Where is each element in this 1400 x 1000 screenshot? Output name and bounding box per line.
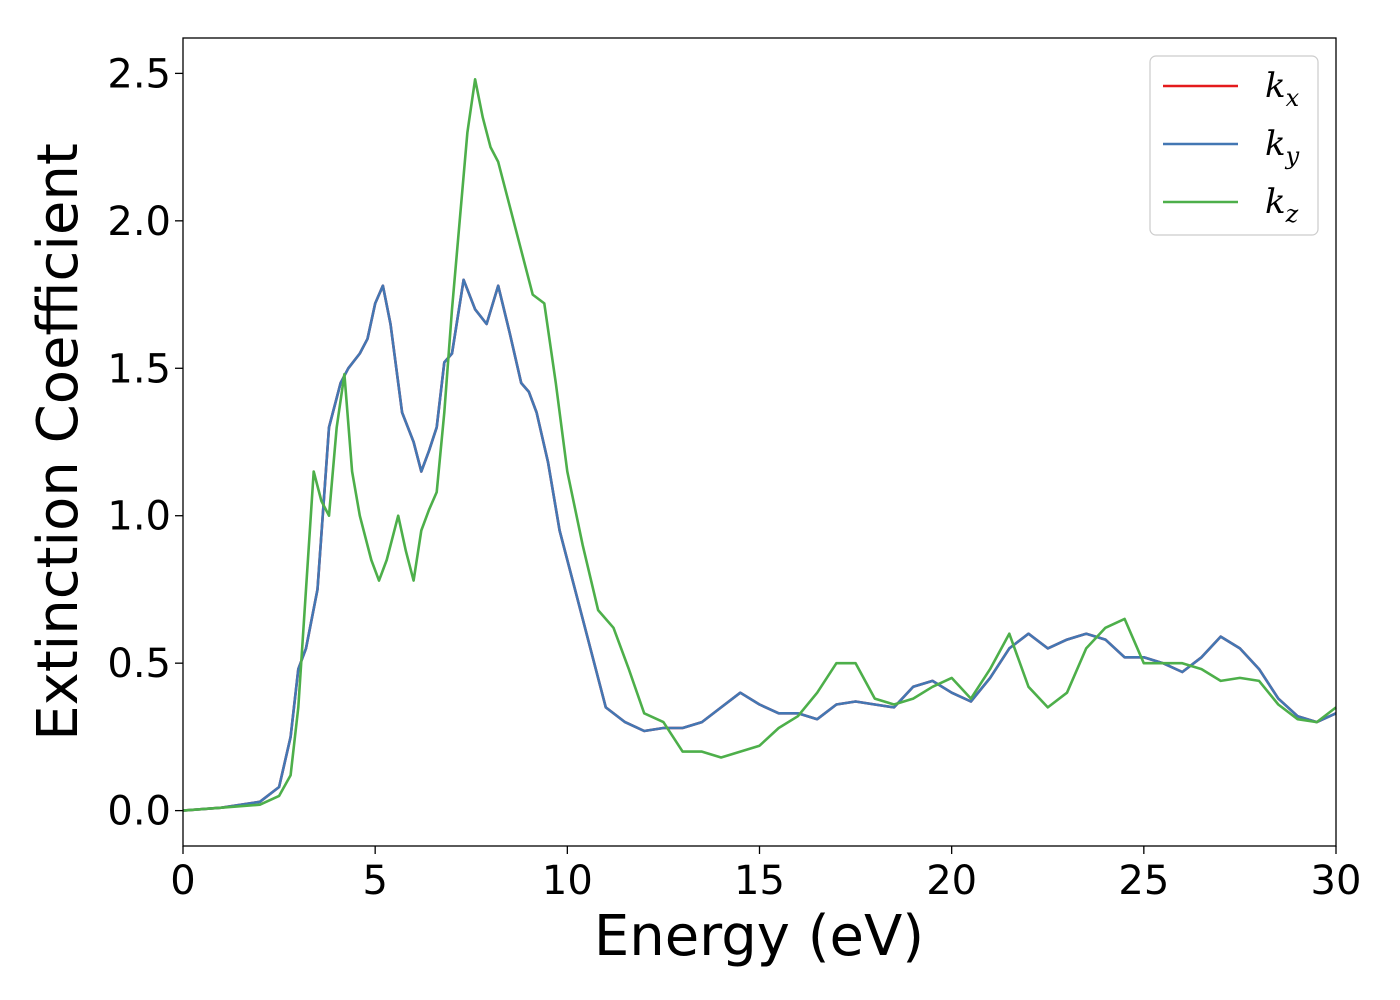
legend-label-x: kx	[1265, 66, 1300, 112]
y-tick-label: 0.5	[107, 641, 171, 687]
legend: kx ky kz	[1149, 55, 1319, 236]
series-line-z	[182, 78, 1337, 812]
x-axis-title: Energy (eV)	[594, 904, 924, 969]
x-axis-ticks: 0 5 10 15 20 25 30	[170, 846, 1361, 904]
x-tick-label: 30	[1311, 858, 1362, 904]
y-tick-label: 2.5	[107, 51, 171, 97]
y-axis-title: Extinction Coefficient	[26, 143, 91, 741]
legend-label-z: kz	[1265, 182, 1299, 228]
series-line-y	[182, 278, 1337, 812]
x-tick-label: 10	[542, 858, 593, 904]
x-tick-label: 20	[926, 858, 977, 904]
legend-frame	[1149, 55, 1319, 236]
y-tick-label: 2.0	[107, 199, 171, 245]
y-tick-label: 1.0	[107, 494, 171, 540]
x-tick-label: 5	[362, 858, 387, 904]
y-axis-ticks: 0.0 0.5 1.0 1.5 2.0 2.5	[107, 51, 183, 835]
y-tick-label: 1.5	[107, 346, 171, 392]
x-tick-label: 0	[170, 858, 195, 904]
x-tick-label: 25	[1118, 858, 1169, 904]
y-tick-label: 0.0	[107, 789, 171, 835]
legend-label-y: ky	[1265, 124, 1300, 170]
x-tick-label: 15	[734, 858, 785, 904]
series-lines	[182, 78, 1337, 812]
